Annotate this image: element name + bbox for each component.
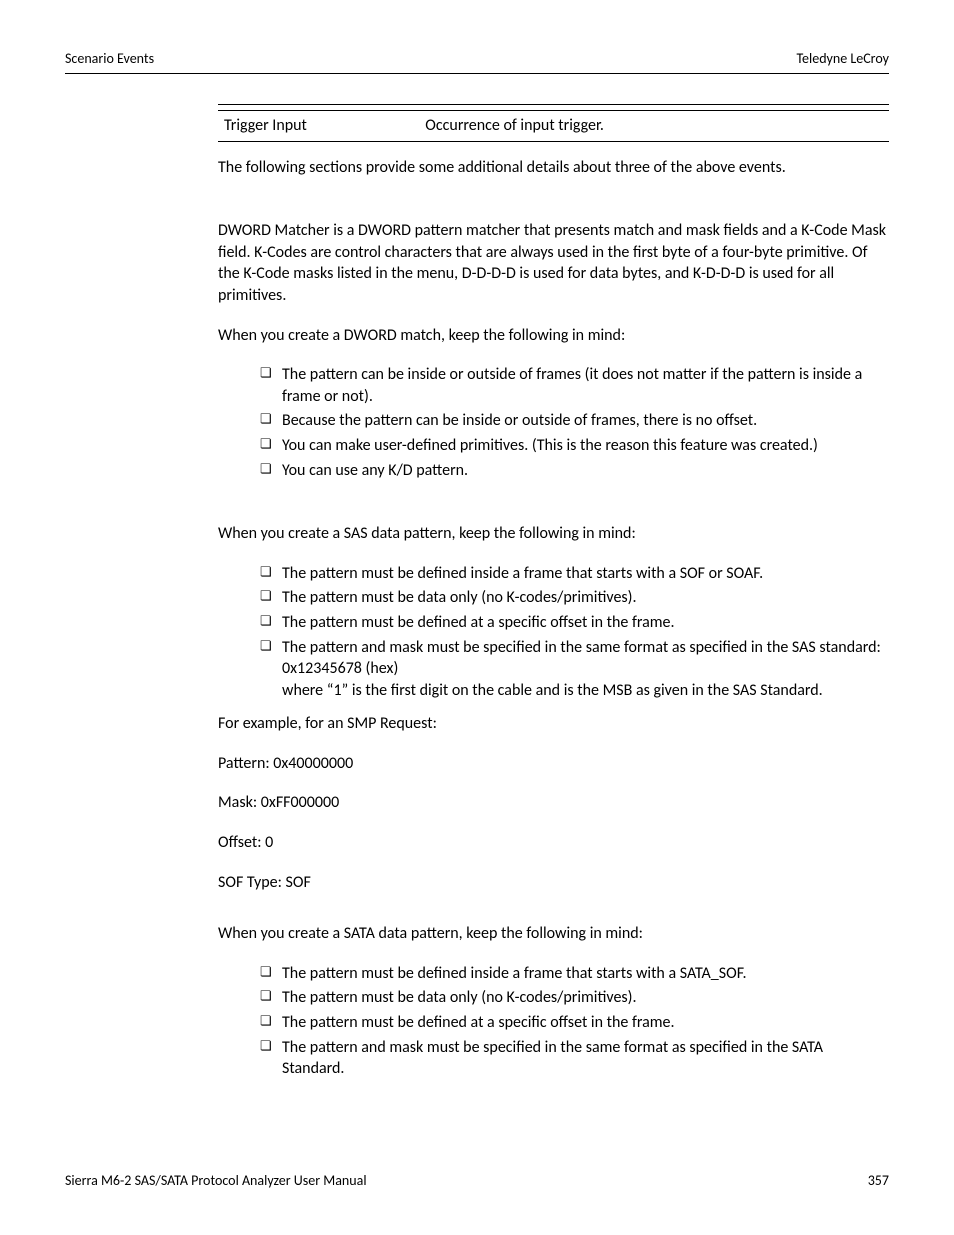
event-table: Trigger Input Occurrence of input trigge… [218,104,889,142]
sas-example-intro: For example, for an SMP Request: [218,713,889,735]
footer-left: Sierra M6-2 SAS/SATA Protocol Analyzer U… [65,1172,367,1189]
page-footer: Sierra M6-2 SAS/SATA Protocol Analyzer U… [65,1172,889,1189]
header-left: Scenario Events [65,50,154,67]
dword-list: The pattern can be inside or outside of … [218,364,889,481]
sas-example-offset: Offset: 0 [218,832,889,854]
list-item: Because the pattern can be inside or out… [260,410,889,432]
list-item: The pattern must be defined inside a fra… [260,563,889,585]
header-rule [65,73,889,74]
table-cell-desc: Occurrence of input trigger. [419,111,889,142]
list-item: The pattern must be data only (no K-code… [260,987,889,1009]
list-item: You can use any K/D pattern. [260,460,889,482]
list-item: You can make user-defined primitives. (T… [260,435,889,457]
list-item: The pattern must be defined at a specifi… [260,1012,889,1034]
list-item: The pattern must be defined at a specifi… [260,612,889,634]
dword-paragraph-1: DWORD Matcher is a DWORD pattern matcher… [218,220,889,306]
header-right: Teledyne LeCroy [796,50,889,67]
footer-page-number: 357 [868,1172,889,1189]
sas-example-pattern: Pattern: 0x40000000 [218,753,889,775]
sas-example-sof: SOF Type: SOF [218,872,889,894]
list-item: The pattern can be inside or outside of … [260,364,889,407]
list-item: The pattern and mask must be specified i… [260,1037,889,1080]
sas-example-mask: Mask: 0xFF000000 [218,792,889,814]
list-item: The pattern must be defined inside a fra… [260,963,889,985]
sas-paragraph-1: When you create a SAS data pattern, keep… [218,523,889,545]
intro-paragraph: The following sections provide some addi… [218,157,889,179]
sata-list: The pattern must be defined inside a fra… [218,963,889,1080]
list-item: The pattern and mask must be specified i… [260,637,889,702]
list-item: The pattern must be data only (no K-code… [260,587,889,609]
dword-paragraph-2: When you create a DWORD match, keep the … [218,325,889,347]
sata-paragraph-1: When you create a SATA data pattern, kee… [218,923,889,945]
sas-list: The pattern must be defined inside a fra… [218,563,889,702]
page-content: Trigger Input Occurrence of input trigge… [218,104,889,1080]
table-row: Trigger Input Occurrence of input trigge… [218,111,889,142]
page-header: Scenario Events Teledyne LeCroy [65,50,889,67]
table-cell-event: Trigger Input [218,111,419,142]
